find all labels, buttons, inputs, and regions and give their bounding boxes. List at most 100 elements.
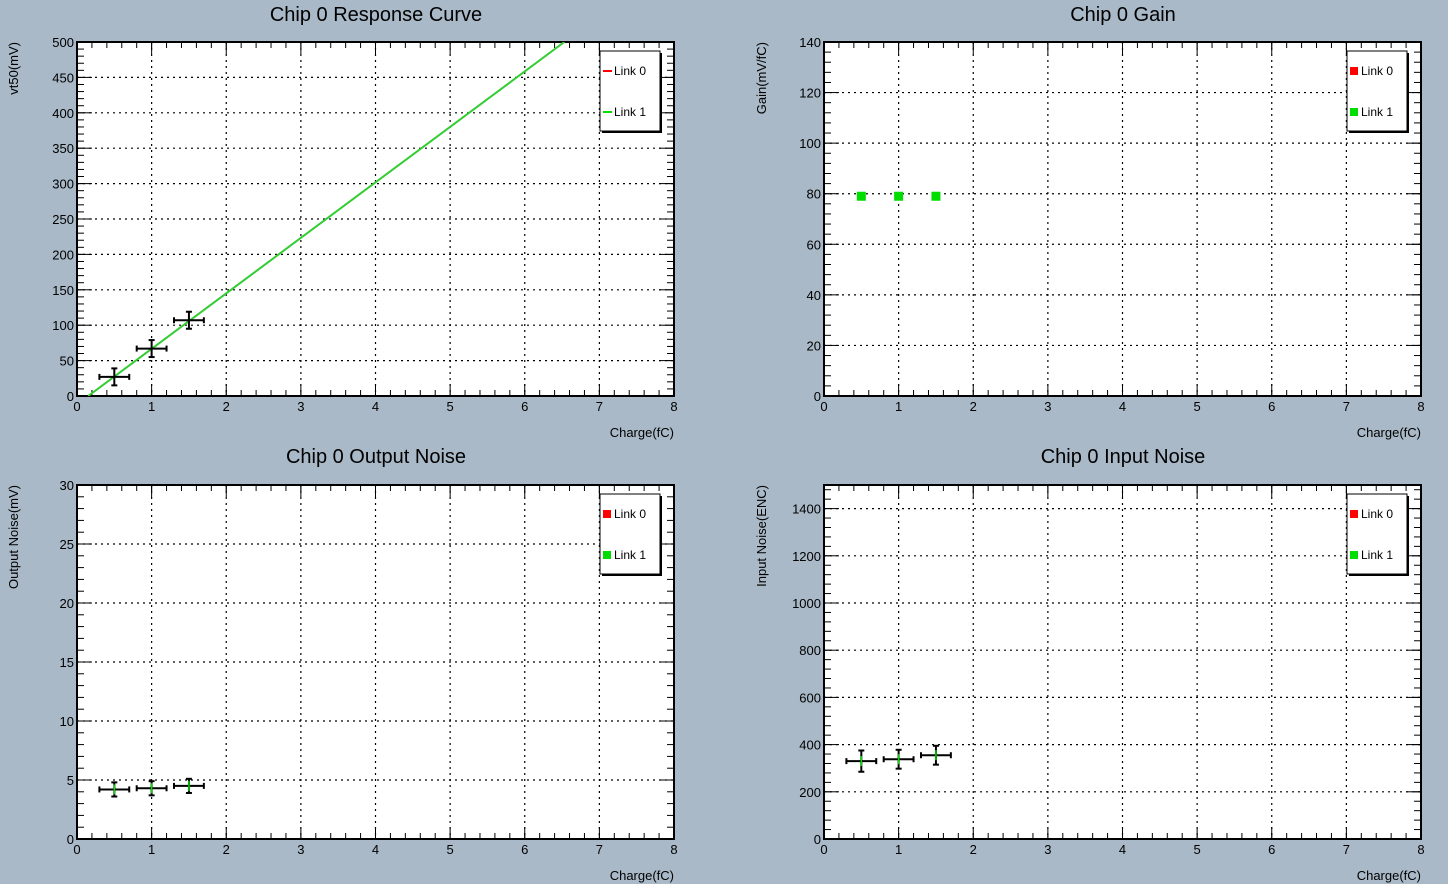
legend-label-link-0: Link 0 xyxy=(614,507,646,521)
x-tick-label: 1 xyxy=(148,842,155,857)
plot-frame xyxy=(823,484,1422,840)
y-tick-label: 15 xyxy=(60,655,74,670)
data-point xyxy=(135,780,168,797)
data-point xyxy=(173,777,205,794)
x-tick-label: 3 xyxy=(297,399,304,414)
x-tick-label: 2 xyxy=(223,842,230,857)
legend-box xyxy=(1346,50,1408,132)
y-axis-label: Gain(mV/fC) xyxy=(754,42,769,114)
x-tick-label: 4 xyxy=(372,842,379,857)
x-tick-label: 5 xyxy=(1194,842,1201,857)
y-tick-label: 800 xyxy=(799,643,821,658)
x-tick-label: 7 xyxy=(596,399,603,414)
x-tick-label: 3 xyxy=(297,842,304,857)
x-axis-label: Charge(fC) xyxy=(1357,868,1421,883)
legend-box xyxy=(599,50,661,132)
data-layer xyxy=(856,191,941,201)
y-tick-label: 20 xyxy=(60,596,74,611)
y-tick-label: 10 xyxy=(60,714,74,729)
y-tick-label: 100 xyxy=(799,136,821,151)
y-axis-label: vt50(mV) xyxy=(6,42,21,95)
legend-swatch-link-1 xyxy=(1350,108,1358,116)
legend-box xyxy=(599,493,661,575)
x-tick-label: 7 xyxy=(1343,399,1350,414)
y-tick-label: 0 xyxy=(814,832,821,847)
x-tick-label: 2 xyxy=(970,842,977,857)
legend-swatch-link-0 xyxy=(1350,510,1358,518)
y-tick-label: 80 xyxy=(807,187,821,202)
y-tick-label: 5 xyxy=(67,773,74,788)
legend-label-link-0: Link 0 xyxy=(1361,507,1393,521)
x-tick-label: 6 xyxy=(1268,399,1275,414)
x-tick-label: 0 xyxy=(73,842,80,857)
x-axis-label: Charge(fC) xyxy=(1357,425,1421,440)
x-tick-label: 0 xyxy=(820,842,827,857)
fit-line-link-1 xyxy=(87,42,565,396)
legend-label-link-0: Link 0 xyxy=(614,64,646,78)
chart-title: Chip 0 Gain xyxy=(1070,4,1176,26)
y-tick-label: 200 xyxy=(52,247,74,262)
x-tick-label: 8 xyxy=(1417,399,1424,414)
gain-marker-link-1 xyxy=(931,191,941,201)
y-tick-label: 60 xyxy=(807,237,821,252)
chart-title: Chip 0 Response Curve xyxy=(270,4,482,26)
chart-panel-3: Chip 0 Input Noise 0 1 2 3 4 5 6 7 8 0 200 400 600 800… xyxy=(754,446,1425,883)
y-tick-label: 1000 xyxy=(792,596,821,611)
y-tick-label: 1400 xyxy=(792,502,821,517)
y-tick-label: 20 xyxy=(807,338,821,353)
x-tick-label: 3 xyxy=(1044,399,1051,414)
legend-label-link-1: Link 1 xyxy=(614,105,646,119)
y-tick-label: 140 xyxy=(799,35,821,50)
y-tick-label: 300 xyxy=(52,177,74,192)
y-tick-label: 400 xyxy=(799,738,821,753)
legend-swatch-link-1 xyxy=(603,551,611,559)
data-point xyxy=(98,781,131,798)
y-tick-label: 450 xyxy=(52,70,74,85)
plot-frame xyxy=(76,484,675,840)
chart-title: Chip 0 Input Noise xyxy=(1041,446,1206,468)
chart-panel-0: Chip 0 Response Curve 0 1 2 3 4 5 6 7 8 0 50 100 150 2… xyxy=(6,4,678,440)
x-tick-label: 1 xyxy=(148,399,155,414)
x-tick-label: 8 xyxy=(670,399,677,414)
legend-label-link-1: Link 1 xyxy=(1361,105,1393,119)
data-point xyxy=(920,744,952,766)
x-tick-label: 5 xyxy=(447,399,454,414)
x-tick-label: 4 xyxy=(372,399,379,414)
legend: Link 0 Link 1 xyxy=(599,50,662,133)
y-axis-label: Input Noise(ENC) xyxy=(754,485,769,587)
y-tick-label: 100 xyxy=(52,318,74,333)
x-tick-label: 7 xyxy=(1343,842,1350,857)
y-tick-label: 400 xyxy=(52,106,74,121)
x-tick-label: 0 xyxy=(820,399,827,414)
x-tick-label: 3 xyxy=(1044,842,1051,857)
y-tick-label: 25 xyxy=(60,537,74,552)
legend-swatch-link-1 xyxy=(1350,551,1358,559)
data-point xyxy=(135,339,168,359)
x-tick-label: 0 xyxy=(73,399,80,414)
y-axis-label: Output Noise(mV) xyxy=(6,485,21,589)
y-tick-label: 150 xyxy=(52,283,74,298)
x-tick-label: 6 xyxy=(1268,842,1275,857)
x-tick-label: 5 xyxy=(1194,399,1201,414)
x-tick-label: 8 xyxy=(1417,842,1424,857)
legend-box xyxy=(1346,493,1408,575)
data-point xyxy=(173,310,205,330)
data-point xyxy=(882,748,915,770)
data-point xyxy=(98,367,131,387)
x-tick-label: 4 xyxy=(1119,399,1126,414)
x-tick-label: 5 xyxy=(447,842,454,857)
x-tick-label: 1 xyxy=(895,399,902,414)
plot-frame xyxy=(76,41,675,397)
x-tick-label: 2 xyxy=(223,399,230,414)
gain-marker-link-1 xyxy=(894,191,904,201)
legend-swatch-link-0 xyxy=(603,510,611,518)
legend: Link 0 Link 1 xyxy=(1346,493,1409,576)
y-tick-label: 200 xyxy=(799,785,821,800)
data-layer xyxy=(87,42,565,396)
x-tick-label: 8 xyxy=(670,842,677,857)
data-point xyxy=(845,749,878,773)
y-tick-label: 250 xyxy=(52,212,74,227)
data-layer xyxy=(98,777,205,798)
